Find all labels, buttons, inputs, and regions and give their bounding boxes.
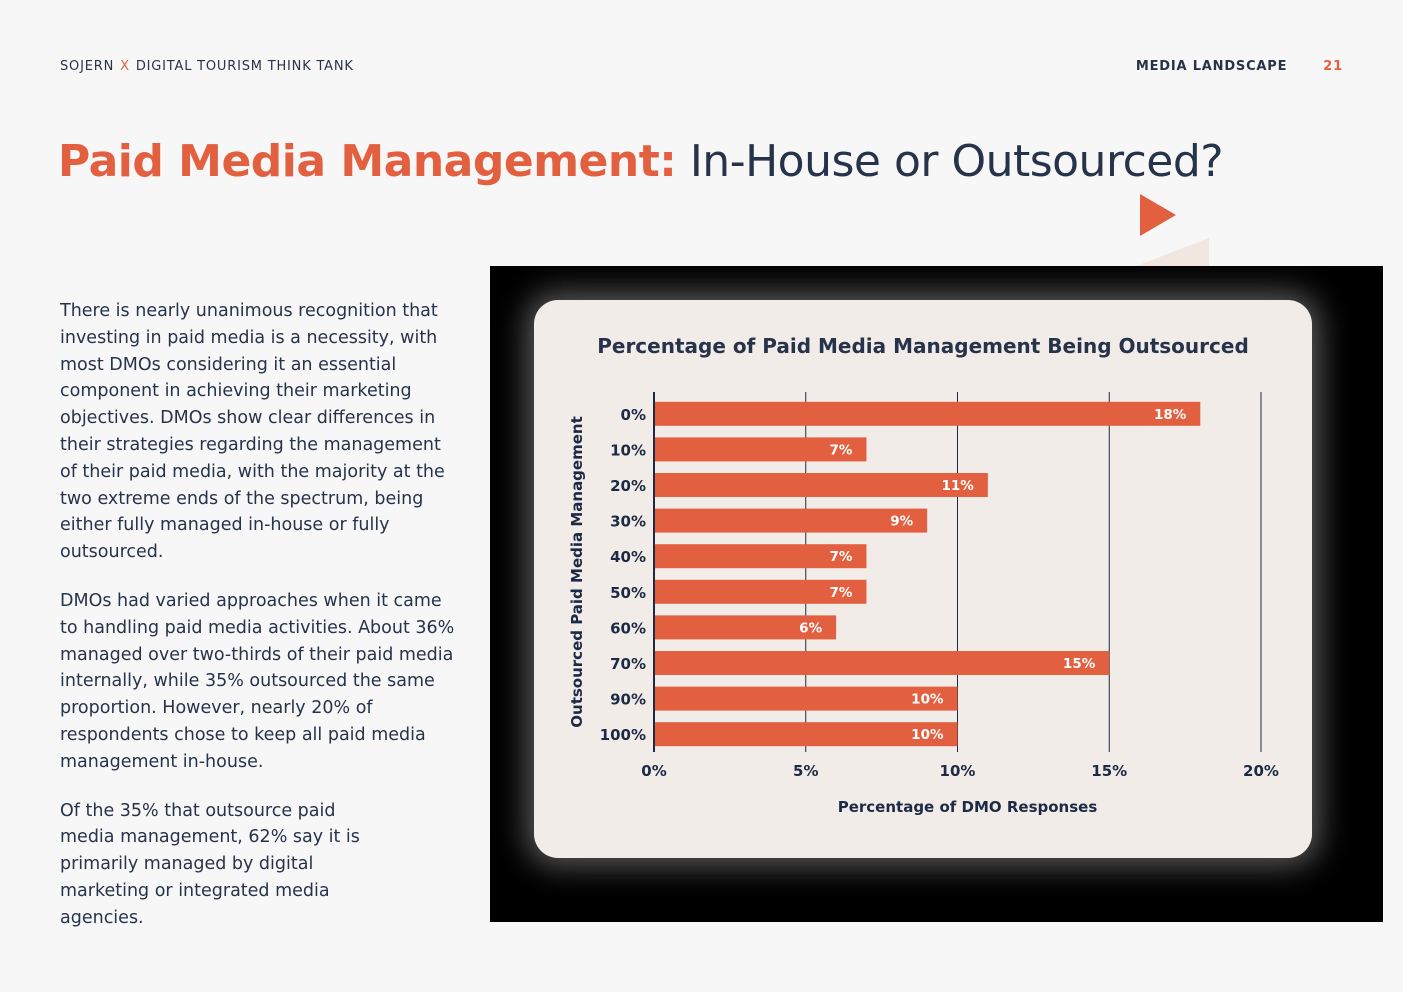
bar-value-label: 9%	[890, 514, 913, 530]
x-tick-label: 5%	[793, 762, 818, 780]
section-label: MEDIA LANDSCAPE	[1135, 59, 1288, 74]
chart-title: Percentage of Paid Media Management Bein…	[597, 334, 1249, 358]
paragraph-1: There is nearly unanimous recognition th…	[60, 301, 445, 563]
x-tick-label: 0%	[641, 762, 666, 780]
x-tick-label: 15%	[1091, 762, 1127, 780]
page-number: 21	[1323, 59, 1343, 74]
bar-value-label: 11%	[942, 478, 975, 494]
y-tick-label: 50%	[610, 584, 646, 602]
bar-chart: 18% 0% 7% 10% 11% 20% 9% 30% 7% 40% 7% 50% 6% 60% 15% 7…	[568, 392, 1279, 816]
page-title-rest: In-House or Outsourced?	[676, 136, 1224, 187]
brand-sojern: SOJERN	[60, 59, 115, 74]
bar-value-label: 6%	[799, 620, 822, 636]
bar-60%	[654, 615, 837, 640]
bar-30%	[654, 508, 928, 533]
brand-separator: X	[120, 59, 130, 74]
header-brand: SOJERN X DIGITAL TOURISM THINK TANK	[60, 59, 354, 74]
bar-100%	[654, 722, 958, 747]
chart-card: Percentage of Paid Media Management Bein…	[534, 300, 1312, 858]
bar-40%	[654, 544, 867, 569]
bar-10%	[654, 437, 867, 462]
y-tick-label: 0%	[621, 406, 646, 424]
y-tick-label: 30%	[610, 513, 646, 531]
body-text: There is nearly unanimous recognition th…	[60, 298, 460, 954]
bar-90%	[654, 686, 958, 711]
x-tick-label: 20%	[1243, 762, 1279, 780]
y-tick-label: 20%	[610, 477, 646, 495]
bar-value-label: 15%	[1063, 656, 1096, 672]
bar-value-label: 10%	[911, 692, 944, 708]
bar-value-label: 10%	[911, 727, 944, 743]
y-tick-label: 60%	[610, 619, 646, 637]
bar-value-label: 18%	[1154, 407, 1187, 423]
page-title: Paid Media Management: In-House or Outso…	[58, 136, 1224, 187]
paragraph-2: DMOs had varied approaches when it came …	[60, 590, 455, 772]
y-tick-label: 100%	[600, 726, 646, 744]
y-tick-label: 40%	[610, 548, 646, 566]
x-axis-title: Percentage of DMO Responses	[838, 798, 1098, 816]
paragraph-3: Of the 35% that outsource paid media man…	[60, 800, 360, 928]
y-tick-label: 10%	[610, 441, 646, 459]
chart-frame: Percentage of Paid Media Management Bein…	[490, 266, 1383, 922]
header-section: MEDIA LANDSCAPE 21	[1136, 59, 1343, 74]
bar-value-label: 7%	[830, 549, 853, 565]
bar-70%	[654, 651, 1110, 675]
bar-0%	[654, 401, 1201, 426]
y-axis-title: Outsourced Paid Media Management	[568, 416, 586, 727]
y-tick-label: 90%	[610, 691, 646, 709]
bar-value-label: 7%	[830, 585, 853, 601]
y-tick-label: 70%	[610, 655, 646, 673]
brand-dttt: DIGITAL TOURISM THINK TANK	[135, 59, 354, 74]
page-title-accent: Paid Media Management:	[58, 136, 677, 187]
bar-value-label: 7%	[830, 442, 853, 458]
x-tick-label: 10%	[940, 762, 976, 780]
bar-50%	[654, 579, 867, 604]
decorative-play-triangle-icon	[1140, 194, 1176, 236]
bar-20%	[654, 473, 988, 497]
